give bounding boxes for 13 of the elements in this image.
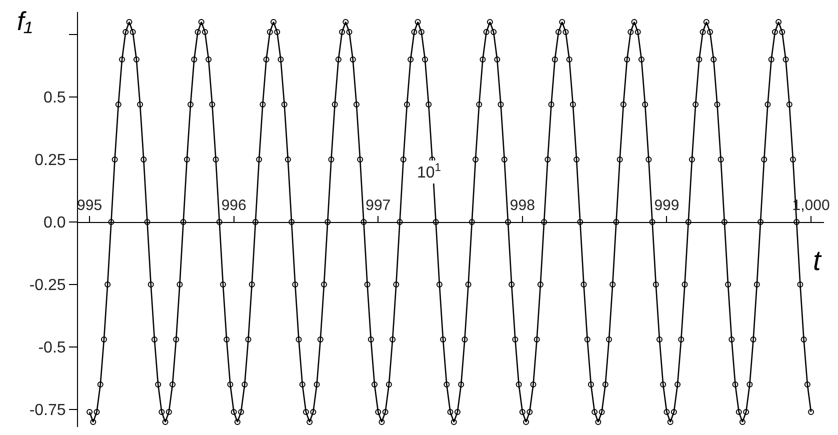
x-tick-label: 998 xyxy=(510,197,535,214)
y-axis-title: f₁ xyxy=(17,6,32,36)
x-tick-label: 997 xyxy=(366,197,391,214)
annotation: 10$^{1}$ xyxy=(417,162,442,182)
x-tick-label: 999 xyxy=(654,197,680,214)
y-tick-label: -0.5 xyxy=(38,340,66,357)
y-tick-label: 0.0 xyxy=(44,214,66,232)
y-tick-label: -0.25 xyxy=(29,277,66,294)
x-tick-label: 996 xyxy=(221,197,246,214)
y-tick-label: 0.25 xyxy=(34,152,66,170)
y-tick-label: 0.5 xyxy=(44,90,66,107)
y-tick-label: -0.75 xyxy=(29,402,66,420)
x-axis-title: t xyxy=(813,245,822,276)
